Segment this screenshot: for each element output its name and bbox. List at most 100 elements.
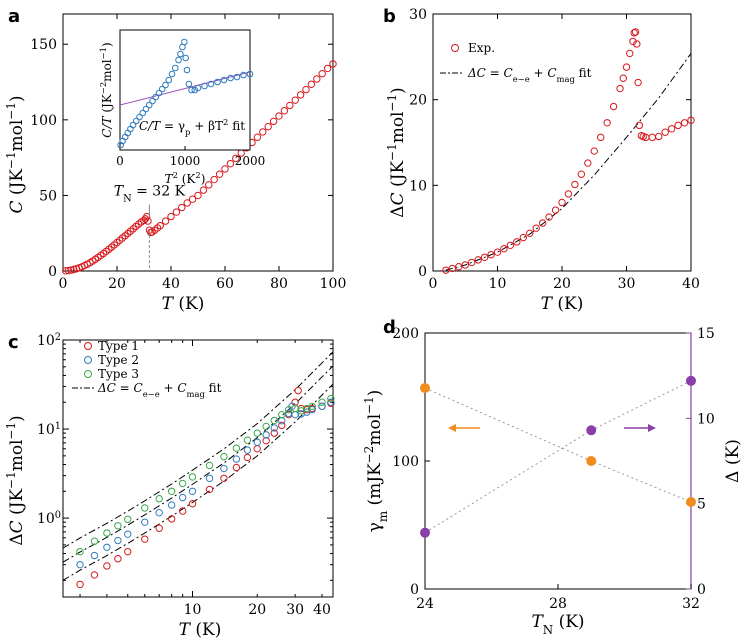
data-point bbox=[90, 551, 99, 560]
inset-data-point bbox=[139, 109, 147, 117]
data-point bbox=[188, 500, 197, 508]
x-tick-label: 40 bbox=[682, 276, 700, 292]
label-part: C bbox=[134, 381, 143, 395]
data-point bbox=[493, 248, 502, 256]
data-point bbox=[603, 119, 611, 127]
label-part: mag bbox=[557, 74, 576, 84]
data-point bbox=[327, 398, 335, 406]
data-point bbox=[270, 429, 278, 437]
delta-point bbox=[420, 527, 430, 538]
data-point bbox=[103, 529, 111, 537]
legend-label-type-1: Type 1 bbox=[98, 339, 139, 353]
data-point bbox=[329, 60, 337, 68]
data-point bbox=[616, 84, 624, 93]
y-tick-label: 150 bbox=[30, 37, 57, 53]
inset-data-point bbox=[240, 71, 247, 79]
x-tick-label: 40 bbox=[313, 602, 331, 618]
label-part: −2 bbox=[362, 446, 376, 464]
data-point bbox=[199, 186, 208, 194]
inset-data-point bbox=[220, 76, 228, 84]
inset-x-tick-label: 2000 bbox=[235, 154, 266, 168]
data-point bbox=[124, 530, 132, 538]
data-point bbox=[655, 132, 663, 141]
label-part: ) bbox=[365, 390, 385, 397]
inset-data-point bbox=[149, 97, 156, 105]
data-point bbox=[183, 199, 191, 207]
data-point bbox=[294, 386, 302, 395]
label-part: mol bbox=[7, 439, 27, 471]
data-point bbox=[188, 487, 197, 495]
label-part: −1 bbox=[362, 396, 376, 414]
data-point bbox=[114, 536, 122, 545]
label-part: mol bbox=[388, 111, 408, 143]
inset-data-point bbox=[233, 73, 241, 81]
label-part: fit bbox=[228, 119, 245, 133]
data-point bbox=[474, 256, 482, 264]
gamma-point bbox=[586, 456, 597, 466]
label-part: e−e bbox=[143, 389, 160, 399]
label-part: (JK bbox=[100, 93, 114, 116]
data-point bbox=[286, 101, 294, 110]
delta-point bbox=[686, 375, 696, 386]
inset-data-point bbox=[185, 80, 193, 88]
label-part: 2 bbox=[195, 170, 200, 180]
data-point bbox=[167, 501, 176, 509]
data-point bbox=[232, 154, 240, 163]
inset-data-point bbox=[168, 70, 176, 78]
label-part: −2 bbox=[98, 82, 108, 94]
data-point bbox=[226, 159, 235, 168]
label-part: ) bbox=[7, 95, 27, 102]
y-tick-label: 50 bbox=[39, 188, 57, 204]
legend-marker-type-2 bbox=[84, 356, 92, 364]
label-part: 2 bbox=[55, 332, 61, 343]
inset-data-point bbox=[194, 84, 202, 92]
label-part: (K) bbox=[723, 439, 743, 470]
data-point bbox=[532, 224, 540, 232]
label-part: 10 bbox=[37, 511, 55, 527]
data-point bbox=[318, 398, 326, 406]
inset-fit-line bbox=[119, 71, 251, 106]
fit-line bbox=[445, 53, 692, 271]
x-tick-label: 30 bbox=[618, 276, 636, 292]
x-tick-label: 60 bbox=[216, 276, 234, 292]
data-point bbox=[64, 266, 73, 275]
data-point bbox=[635, 121, 644, 130]
data-point bbox=[519, 233, 527, 242]
data-point bbox=[156, 221, 164, 230]
data-point bbox=[629, 37, 637, 46]
label-part: (K) bbox=[552, 294, 583, 314]
label-part: ) bbox=[388, 87, 408, 94]
label-part: = 32 K bbox=[132, 183, 186, 199]
panel-d-frame bbox=[424, 332, 692, 590]
data-point bbox=[667, 125, 676, 133]
data-point bbox=[144, 217, 152, 225]
inset-x-tick-label: 1000 bbox=[170, 154, 201, 168]
inset-data-point bbox=[177, 50, 184, 58]
label-part: T bbox=[165, 172, 174, 186]
label-part: = γ bbox=[160, 119, 185, 133]
x-tick-label: 20 bbox=[108, 276, 126, 292]
y-tick-label: 0 bbox=[418, 264, 427, 280]
label-part: (JK bbox=[7, 169, 27, 201]
label-part: C bbox=[504, 66, 513, 80]
label-part: mag bbox=[187, 389, 206, 399]
y-axis-label-right: Δ (K) bbox=[723, 439, 743, 483]
data-point bbox=[243, 446, 252, 454]
inset-data-point bbox=[214, 78, 221, 86]
inset-data-point bbox=[136, 113, 143, 121]
data-point bbox=[220, 464, 228, 473]
series-type-2 bbox=[76, 398, 335, 569]
y-axis-label: ΔC (JK−1mol−1) bbox=[4, 415, 27, 545]
label-part: T bbox=[541, 294, 554, 314]
label-part: 10 bbox=[37, 333, 55, 349]
data-point bbox=[76, 560, 84, 569]
label-part: Δ bbox=[7, 533, 27, 545]
y-tick-label-right: 15 bbox=[697, 326, 715, 342]
x-tick-label: 0 bbox=[429, 276, 438, 292]
data-point bbox=[571, 180, 579, 189]
data-point bbox=[558, 198, 566, 207]
x-axis-label: T (K) bbox=[162, 294, 205, 314]
panel-a-label: a bbox=[8, 6, 20, 27]
y-tick-label: 0 bbox=[48, 264, 57, 280]
data-point bbox=[480, 253, 489, 261]
